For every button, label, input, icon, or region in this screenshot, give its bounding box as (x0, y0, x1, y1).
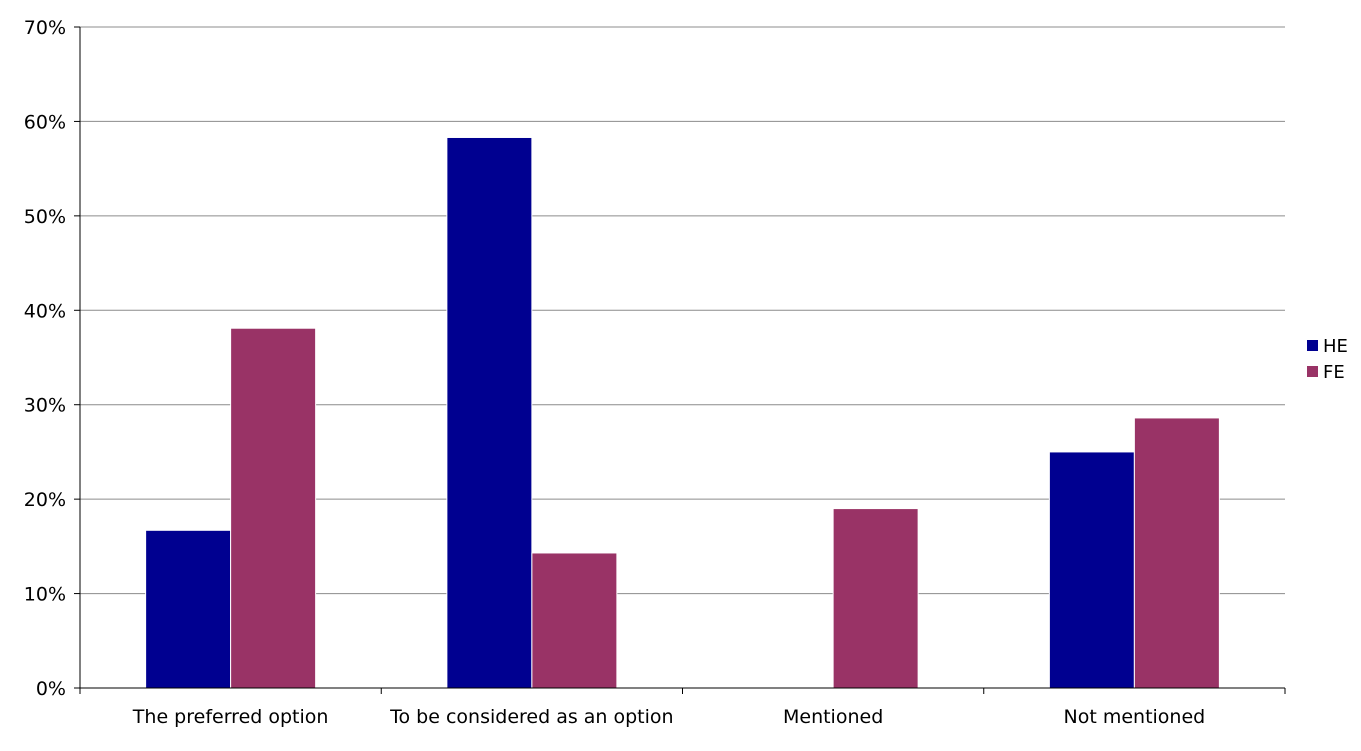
legend-label-fe: FE (1323, 362, 1345, 383)
bar-he-4 (1048, 451, 1135, 689)
x-category-label: Mentioned (783, 706, 883, 728)
bar-fe-4 (1133, 417, 1220, 689)
y-tick-label: 40% (24, 300, 66, 322)
y-tick-label: 30% (24, 395, 66, 417)
x-category-label: The preferred option (132, 706, 329, 728)
bar-fe-3 (832, 508, 919, 689)
y-tick-label: 20% (24, 489, 66, 511)
y-tick-label: 70% (24, 17, 66, 39)
bar-fe-2 (531, 552, 618, 689)
bars (145, 136, 1220, 689)
y-tick-label: 60% (24, 111, 66, 133)
legend-swatch-fe (1307, 366, 1318, 377)
x-category-label: Not mentioned (1064, 706, 1206, 728)
legend-label-he: HE (1323, 336, 1348, 357)
bar-fe-1 (230, 327, 317, 689)
y-tick-label: 0% (36, 678, 66, 700)
y-axis-tick-labels: 0% 10% 20% 30% 40% 50% 60% 70% (24, 17, 66, 700)
legend: HE FE (1307, 336, 1348, 383)
y-tick-label: 50% (24, 206, 66, 228)
y-tick-label: 10% (24, 584, 66, 606)
x-axis-category-labels: The preferred option To be considered as … (132, 706, 1205, 728)
bar-he-1 (145, 529, 232, 689)
legend-swatch-he (1307, 340, 1318, 351)
bar-he-2 (446, 136, 533, 689)
axes (74, 26, 1286, 694)
x-category-label: To be considered as an option (389, 706, 673, 728)
